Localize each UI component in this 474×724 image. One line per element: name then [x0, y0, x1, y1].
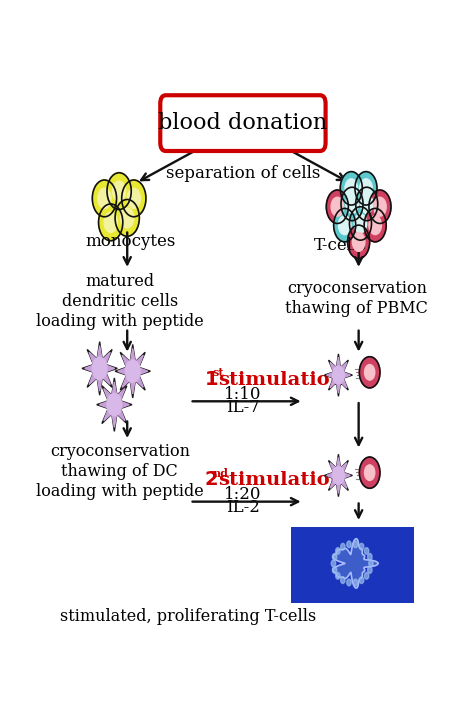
- Circle shape: [359, 357, 380, 388]
- Circle shape: [126, 360, 140, 382]
- Circle shape: [347, 541, 351, 548]
- Text: stimulation: stimulation: [218, 371, 344, 389]
- Text: T-cells: T-cells: [314, 237, 367, 254]
- Circle shape: [347, 579, 351, 586]
- Circle shape: [349, 207, 372, 240]
- Text: monocytes: monocytes: [86, 233, 176, 251]
- Circle shape: [368, 553, 372, 560]
- Circle shape: [360, 179, 372, 198]
- Circle shape: [326, 190, 348, 224]
- Circle shape: [115, 200, 139, 236]
- Circle shape: [127, 188, 140, 209]
- Polygon shape: [325, 354, 352, 396]
- Polygon shape: [118, 348, 148, 394]
- Circle shape: [359, 457, 380, 488]
- Polygon shape: [333, 539, 378, 588]
- Polygon shape: [327, 357, 350, 393]
- Circle shape: [333, 466, 344, 484]
- Polygon shape: [97, 378, 132, 432]
- Circle shape: [369, 216, 382, 235]
- Text: separation of cells: separation of cells: [166, 165, 320, 182]
- Circle shape: [98, 188, 111, 209]
- Circle shape: [112, 181, 126, 201]
- Circle shape: [336, 573, 340, 579]
- Circle shape: [104, 212, 117, 232]
- Text: 1:20: 1:20: [224, 487, 262, 503]
- Circle shape: [365, 573, 369, 579]
- Text: blood donation: blood donation: [158, 112, 328, 134]
- Circle shape: [331, 197, 344, 216]
- Text: $\mathbf{2}$: $\mathbf{2}$: [204, 471, 218, 489]
- Text: stimulation: stimulation: [218, 471, 344, 489]
- Circle shape: [374, 197, 386, 216]
- FancyBboxPatch shape: [160, 96, 326, 151]
- Circle shape: [355, 172, 377, 205]
- Circle shape: [353, 541, 358, 548]
- Polygon shape: [85, 345, 115, 391]
- Text: 1:10: 1:10: [224, 386, 262, 403]
- Circle shape: [360, 195, 373, 214]
- Polygon shape: [82, 342, 117, 395]
- Circle shape: [352, 232, 365, 251]
- Circle shape: [332, 553, 337, 560]
- Text: matured
dendritic cells
loading with peptide: matured dendritic cells loading with pep…: [36, 274, 204, 329]
- Circle shape: [92, 180, 117, 216]
- Circle shape: [365, 547, 369, 555]
- Circle shape: [347, 225, 370, 258]
- Text: IL-2: IL-2: [226, 500, 260, 516]
- Circle shape: [334, 209, 356, 242]
- Circle shape: [338, 216, 351, 235]
- FancyBboxPatch shape: [291, 527, 414, 602]
- Circle shape: [341, 188, 363, 221]
- Circle shape: [356, 188, 378, 221]
- Circle shape: [353, 579, 358, 586]
- Circle shape: [341, 543, 345, 550]
- Circle shape: [107, 394, 122, 416]
- Circle shape: [120, 208, 134, 228]
- Text: st: st: [213, 367, 224, 379]
- Circle shape: [346, 195, 358, 214]
- Circle shape: [345, 179, 357, 198]
- Circle shape: [336, 547, 340, 555]
- Circle shape: [99, 204, 123, 241]
- Circle shape: [107, 173, 131, 209]
- Polygon shape: [327, 458, 350, 494]
- Circle shape: [369, 190, 391, 224]
- Circle shape: [364, 209, 386, 242]
- Circle shape: [369, 560, 373, 567]
- Circle shape: [331, 560, 336, 567]
- Polygon shape: [115, 345, 150, 398]
- Text: $\mathbf{1}$: $\mathbf{1}$: [204, 371, 219, 389]
- Circle shape: [332, 567, 337, 573]
- Circle shape: [92, 357, 107, 379]
- Circle shape: [359, 577, 364, 584]
- Text: IL-7: IL-7: [226, 399, 260, 416]
- Circle shape: [333, 366, 344, 384]
- Circle shape: [365, 465, 375, 481]
- Circle shape: [122, 180, 146, 216]
- Circle shape: [340, 172, 362, 205]
- Polygon shape: [325, 454, 352, 497]
- Polygon shape: [100, 382, 129, 427]
- Circle shape: [341, 577, 345, 584]
- Circle shape: [365, 364, 375, 380]
- Circle shape: [368, 567, 372, 573]
- Text: nd: nd: [213, 468, 229, 479]
- Text: cryoconservation
thawing of PBMC: cryoconservation thawing of PBMC: [285, 280, 428, 317]
- Circle shape: [359, 543, 364, 550]
- Circle shape: [354, 214, 367, 233]
- Text: cryoconservation
thawing of DC
loading with peptide: cryoconservation thawing of DC loading w…: [36, 443, 204, 500]
- Text: stimulated, proliferating T-cells: stimulated, proliferating T-cells: [60, 608, 316, 625]
